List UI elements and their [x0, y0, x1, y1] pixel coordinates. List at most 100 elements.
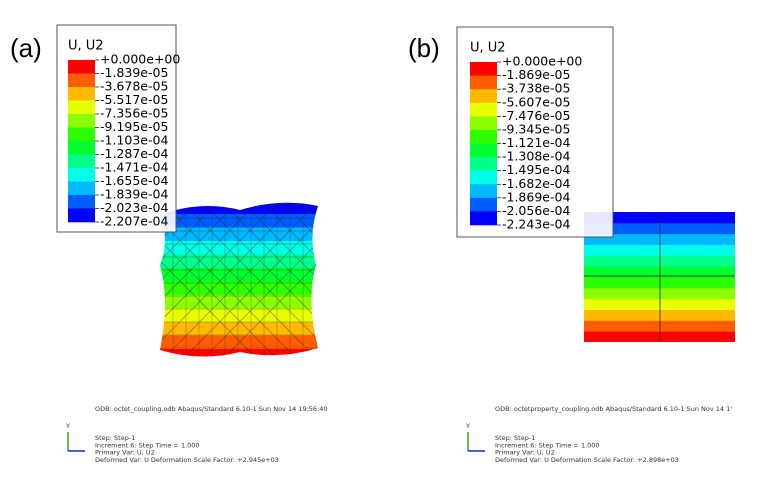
legend-swatch: [470, 143, 497, 158]
legend-swatch: [68, 154, 95, 169]
panel-label: (a): [10, 33, 42, 63]
block-band: [584, 309, 735, 321]
triad-label: Y: [465, 422, 470, 430]
legend-swatch: [68, 141, 95, 155]
odb-info: ODB: octet_coupling.odb Abaqus/Standard …: [95, 405, 328, 413]
mesh-edge: [160, 202, 221, 357]
legend-label: -1.103e-04: [100, 133, 168, 148]
block-band: [584, 222, 735, 235]
legend-swatch: [68, 60, 95, 74]
legend-label: +0.000e+00: [100, 52, 180, 67]
legend-label: -9.345e-05: [502, 121, 570, 136]
mesh-band: [160, 240, 318, 255]
legend-label: -1.682e-04: [502, 176, 570, 191]
block-band: [584, 331, 735, 342]
block-band: [584, 233, 735, 245]
legend-label: -7.476e-05: [502, 108, 570, 123]
mesh-band: [160, 267, 318, 282]
mesh-edge: [160, 202, 261, 357]
block-band: [584, 212, 735, 224]
legend-swatch: [68, 127, 95, 142]
mesh-band: [160, 321, 318, 336]
mesh-band: [160, 213, 318, 228]
legend-swatch: [68, 195, 95, 209]
legend-title: U, U2: [470, 41, 506, 56]
step-info: Step: Step-1: [495, 434, 535, 442]
mesh-band: [160, 202, 318, 214]
mesh-band: [160, 227, 318, 241]
triad-label: Y: [65, 422, 70, 430]
mesh-edge: [160, 202, 318, 357]
step-info: Deformed Var: U Deformation Scale Factor…: [495, 456, 679, 464]
block-band: [584, 266, 735, 278]
legend-label: -1.839e-04: [100, 187, 168, 202]
mesh-edge: [239, 202, 318, 357]
legend-swatch: [68, 181, 95, 196]
legend-swatch: [470, 197, 497, 212]
step-info: Increment 6: Step Time = 1.000: [495, 441, 600, 449]
mesh-edge: [160, 202, 281, 357]
legend-label: -7.356e-05: [100, 106, 168, 121]
mesh-edge: [179, 202, 318, 357]
odb-info: ODB: octetproperty_coupling.odb Abaqus/S…: [495, 405, 732, 413]
mesh-band: [160, 348, 318, 357]
legend-swatch: [68, 73, 95, 88]
legend-swatch: [470, 211, 497, 226]
mesh-edge: [160, 202, 261, 357]
legend-label: -1.287e-04: [100, 146, 168, 161]
legend-label: +0.000e+00: [502, 54, 582, 69]
block-band: [584, 255, 735, 267]
step-info: Primary Var: U, U2: [495, 449, 555, 457]
legend-label: -1.121e-04: [502, 135, 570, 150]
legend-label: -2.243e-04: [502, 217, 570, 232]
legend-swatch: [470, 184, 497, 199]
legend-swatch: [470, 102, 497, 117]
mesh-edge: [279, 202, 318, 357]
mesh-edge: [160, 202, 281, 357]
legend-swatch: [470, 129, 497, 144]
legend-swatch: [68, 100, 95, 115]
deformed-mesh: [160, 200, 480, 362]
legend-label: -5.517e-05: [100, 92, 168, 107]
mesh-edge: [199, 202, 318, 357]
mesh-band: [160, 294, 318, 309]
legend-swatch: [470, 75, 497, 90]
mesh-band: [160, 308, 318, 322]
mesh-edge: [219, 202, 318, 357]
legend-swatch: [68, 87, 95, 101]
block-band: [584, 298, 735, 310]
legend-swatch: [470, 89, 497, 104]
legend-swatch: [470, 170, 497, 185]
mesh-band: [160, 281, 318, 295]
legend-swatch: [470, 157, 497, 171]
legend-title: U, U2: [68, 39, 104, 54]
mesh-edge: [219, 202, 318, 357]
legend-swatch: [470, 62, 497, 76]
mesh-edge: [199, 202, 318, 357]
panel-label: (b): [408, 33, 440, 63]
block-band: [584, 287, 735, 300]
legend-swatch: [68, 168, 95, 182]
block-band: [584, 320, 735, 332]
legend-label: -2.056e-04: [502, 203, 570, 218]
legend-swatch: [470, 116, 497, 131]
legend-label: -1.869e-05: [502, 67, 570, 82]
step-info: Primary Var: U, U2: [95, 449, 155, 457]
mesh-edge: [160, 202, 241, 357]
legend-label: -3.678e-05: [100, 79, 168, 94]
legend-label: -5.607e-05: [502, 94, 570, 109]
legend-label: -1.869e-04: [502, 189, 570, 204]
mesh-edge: [320, 200, 480, 362]
mesh-band: [160, 254, 318, 268]
block-band: [584, 244, 735, 256]
mesh-edge: [299, 202, 318, 357]
mesh-band: [160, 335, 318, 349]
legend-swatch: [68, 114, 95, 128]
legend-label: -2.207e-04: [100, 214, 168, 229]
legend-label: -1.495e-04: [502, 162, 570, 177]
legend-label: -1.839e-05: [100, 65, 168, 80]
step-info: Step: Step-1: [95, 434, 135, 442]
legend-label: -3.738e-05: [502, 81, 570, 96]
legend-label: -1.471e-04: [100, 160, 168, 175]
